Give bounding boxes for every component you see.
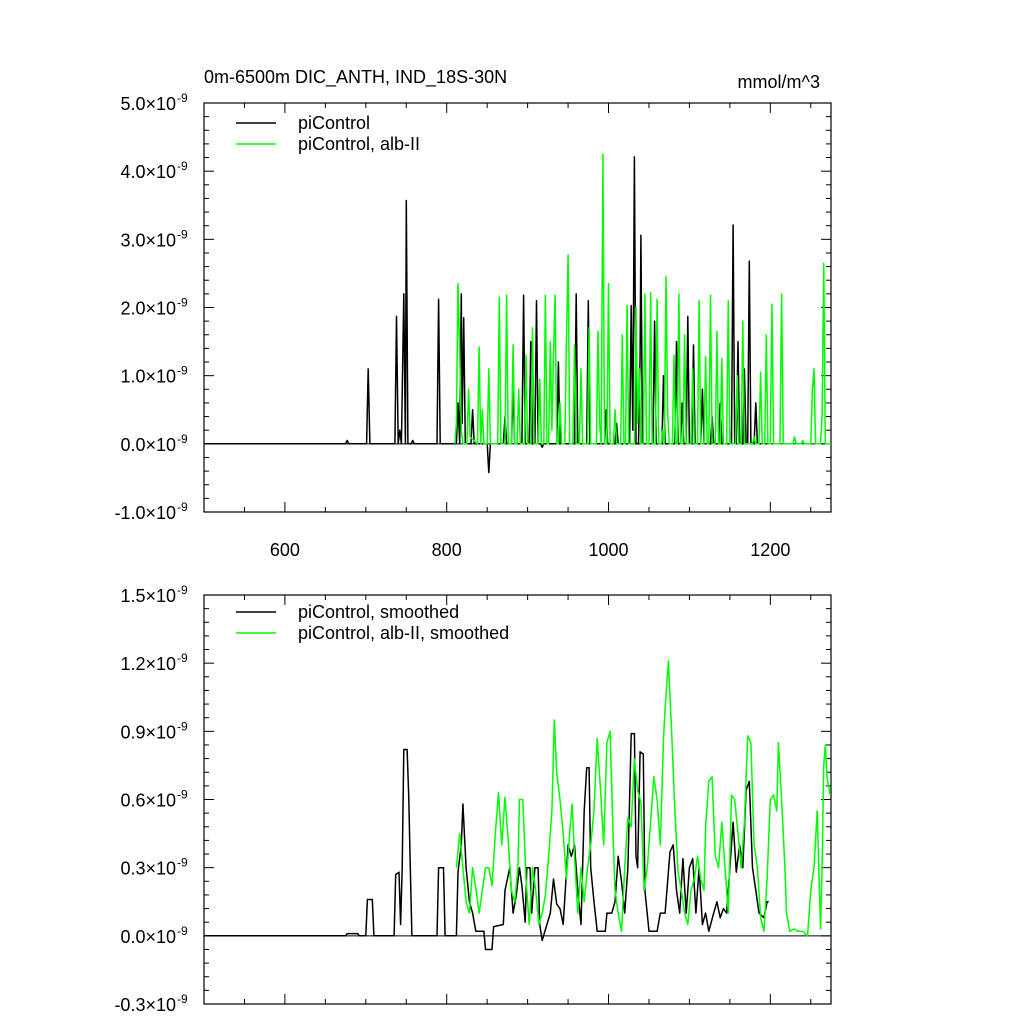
y-tick-label: 1.0×10 xyxy=(120,367,176,387)
y-tick-exponent: -9 xyxy=(177,91,188,105)
y-tick-label: 1.2×10 xyxy=(120,654,176,674)
units-label: mmol/m^3 xyxy=(738,72,820,92)
x-tick-label: 800 xyxy=(432,540,462,560)
y-tick-label: 1.5×10 xyxy=(120,586,176,606)
plot-frame xyxy=(203,594,832,1005)
axis-ticks xyxy=(203,102,831,513)
y-tick-label: 4.0×10 xyxy=(120,162,176,182)
y-tick-label: 0.3×10 xyxy=(120,859,176,879)
y-tick-label: 3.0×10 xyxy=(120,230,176,250)
y-tick-label: 2.0×10 xyxy=(120,299,176,319)
y-tick-labels: -0.3×10 -90.0×10 -90.3×10 -90.6×10 -90.9×10-… xyxy=(114,583,188,1015)
y-tick-exponent: -9 xyxy=(177,924,188,938)
y-tick-exponent: -9 xyxy=(177,856,188,870)
bottom-panel: -0.3×10 -90.0×10 -90.3×10 -90.6×10 -90.9×10-… xyxy=(114,583,832,1015)
y-tick-label: 5.0×10 xyxy=(120,94,176,114)
y-tick-label: 0.6×10 xyxy=(120,791,176,811)
y-tick-exponent: -9 xyxy=(177,583,188,597)
y-tick-label: 0.0×10 xyxy=(120,435,176,455)
x-tick-label: 1200 xyxy=(750,540,790,560)
y-tick-exponent: -9 xyxy=(177,364,188,378)
legend-label-picontrol-smoothed: piControl, smoothed xyxy=(298,602,459,622)
legend: piControl piControl, alb-II xyxy=(236,113,420,154)
legend-label-picontrol-alb-ii-smoothed: piControl, alb-II, smoothed xyxy=(298,623,509,643)
y-tick-exponent: -9 xyxy=(177,159,188,173)
y-tick-exponent: -9 xyxy=(177,500,188,514)
series-picontrol-smoothed-line xyxy=(204,732,769,951)
y-tick-exponent: -9 xyxy=(177,992,188,1006)
x-tick-labels: 600 800 1000 1200 xyxy=(270,540,790,560)
y-tick-exponent: -9 xyxy=(177,432,188,446)
y-tick-exponent: -9 xyxy=(177,651,188,665)
y-tick-exponent: -9 xyxy=(177,227,188,241)
legend-label-picontrol-alb-ii: piControl, alb-II xyxy=(298,134,420,154)
y-tick-label: -0.3×10 xyxy=(114,995,176,1015)
y-tick-label: 0.9×10 xyxy=(120,722,176,742)
series-picontrol-line xyxy=(204,156,769,474)
legend-label-picontrol: piControl xyxy=(298,113,370,133)
top-panel: 0m-6500m DIC_ANTH, IND_18S-30N mmol/m^3 … xyxy=(114,67,832,560)
plot-frame xyxy=(203,102,832,513)
x-tick-label: 600 xyxy=(270,540,300,560)
axis-ticks xyxy=(203,594,831,1005)
series-picontrol-alb-ii-line xyxy=(454,153,831,445)
y-tick-labels: -1.0×10 -90.0×10 -91.0×10 -92.0×10 -93.0×10-… xyxy=(114,91,188,523)
y-tick-exponent: -9 xyxy=(177,296,188,310)
x-tick-label: 1000 xyxy=(588,540,628,560)
y-tick-label: -1.0×10 xyxy=(114,503,176,523)
series-layer xyxy=(204,153,831,474)
y-tick-label: 0.0×10 xyxy=(120,927,176,947)
legend: piControl, smoothed piControl, alb-II, s… xyxy=(236,602,509,643)
chart-title: 0m-6500m DIC_ANTH, IND_18S-30N xyxy=(204,67,507,88)
series-layer xyxy=(204,660,831,951)
y-tick-exponent: -9 xyxy=(177,719,188,733)
y-tick-exponent: -9 xyxy=(177,788,188,802)
series-picontrol-alb-ii-smoothed-line xyxy=(455,660,831,937)
